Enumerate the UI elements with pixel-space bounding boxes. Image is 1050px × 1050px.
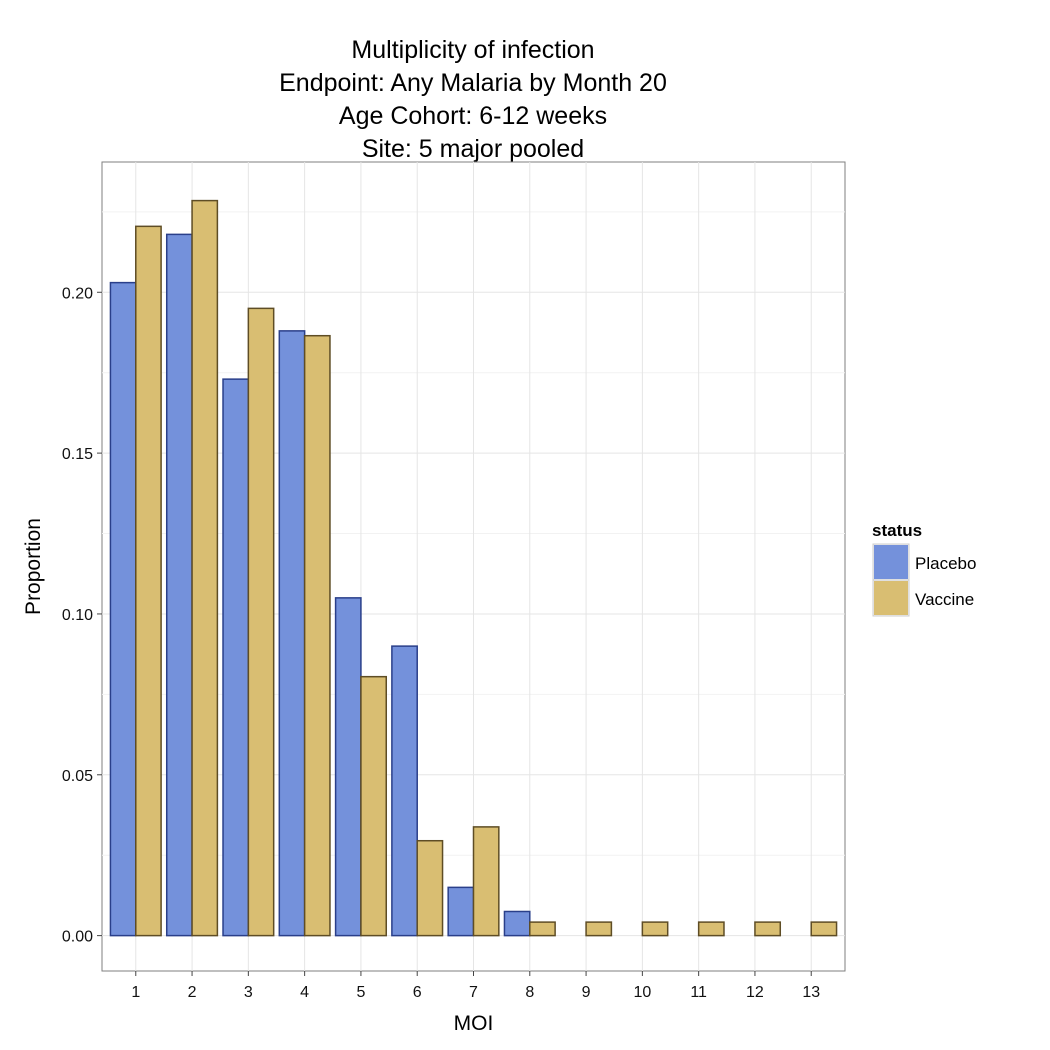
y-tick-label: 0.10 [62, 607, 93, 624]
bar-vaccine-moi-12 [754, 921, 782, 937]
bar-vaccine-moi-13 [810, 921, 838, 937]
bar-placebo-moi-6 [391, 645, 418, 937]
title-line: Site: 5 major pooled [362, 135, 584, 163]
x-tick-label: 1 [131, 984, 140, 1001]
legend-label-vaccine: Vaccine [915, 590, 974, 609]
title-line: Multiplicity of infection [351, 36, 594, 64]
x-axis-title: MOI [454, 1012, 494, 1035]
y-tick-label: 0.05 [62, 768, 93, 785]
x-tick-label: 5 [356, 984, 365, 1001]
y-tick-label: 0.20 [62, 285, 93, 302]
x-tick-label: 8 [525, 984, 534, 1001]
bar-vaccine-moi-10 [641, 921, 669, 937]
bar-vaccine-moi-4 [303, 334, 331, 937]
legend-title: status [872, 521, 922, 540]
legend-swatch-vaccine [874, 581, 908, 615]
y-axis-title: Proportion [22, 518, 45, 615]
title-line: Age Cohort: 6-12 weeks [339, 102, 607, 130]
legend-label-placebo: Placebo [915, 554, 976, 573]
x-tick-label: 13 [802, 984, 820, 1001]
bar-placebo-moi-3 [222, 378, 250, 937]
bar-placebo-moi-2 [165, 233, 193, 937]
bar-vaccine-moi-2 [191, 199, 219, 937]
x-tick-label: 4 [300, 984, 309, 1001]
x-axis: 1 2 3 4 5 6 7 8 9 10 11 12 13 [131, 971, 820, 1001]
bar-vaccine-moi-1 [135, 225, 162, 937]
bars [109, 199, 838, 937]
x-tick-label: 12 [746, 984, 764, 1001]
bar-vaccine-moi-7 [472, 826, 500, 937]
legend-swatch-placebo [874, 545, 908, 579]
bar-vaccine-moi-11 [697, 921, 725, 937]
legend: status Placebo Vaccine [872, 521, 976, 617]
bar-vaccine-moi-3 [247, 307, 275, 937]
y-axis: 0.00 0.05 0.10 0.15 0.20 [62, 285, 102, 946]
y-tick-label: 0.15 [62, 446, 93, 463]
x-tick-label: 9 [582, 984, 591, 1001]
x-tick-label: 7 [469, 984, 478, 1001]
x-tick-label: 6 [413, 984, 422, 1001]
bar-vaccine-moi-8 [529, 921, 556, 937]
bar-placebo-moi-1 [109, 281, 137, 937]
title-line: Endpoint: Any Malaria by Month 20 [279, 69, 667, 97]
x-tick-label: 2 [188, 984, 197, 1001]
x-tick-label: 10 [633, 984, 651, 1001]
x-tick-label: 11 [690, 984, 707, 1001]
bar-vaccine-moi-5 [360, 675, 388, 937]
bar-placebo-moi-4 [278, 330, 306, 937]
bar-placebo-moi-8 [503, 910, 531, 937]
bar-vaccine-moi-9 [585, 921, 613, 937]
x-tick-label: 3 [244, 984, 253, 1001]
bar-vaccine-moi-6 [416, 839, 444, 937]
bar-placebo-moi-5 [334, 597, 362, 937]
chart-title: Multiplicity of infection Endpoint: Any M… [279, 36, 667, 163]
y-tick-label: 0.00 [62, 929, 93, 946]
bar-placebo-moi-7 [447, 886, 475, 937]
